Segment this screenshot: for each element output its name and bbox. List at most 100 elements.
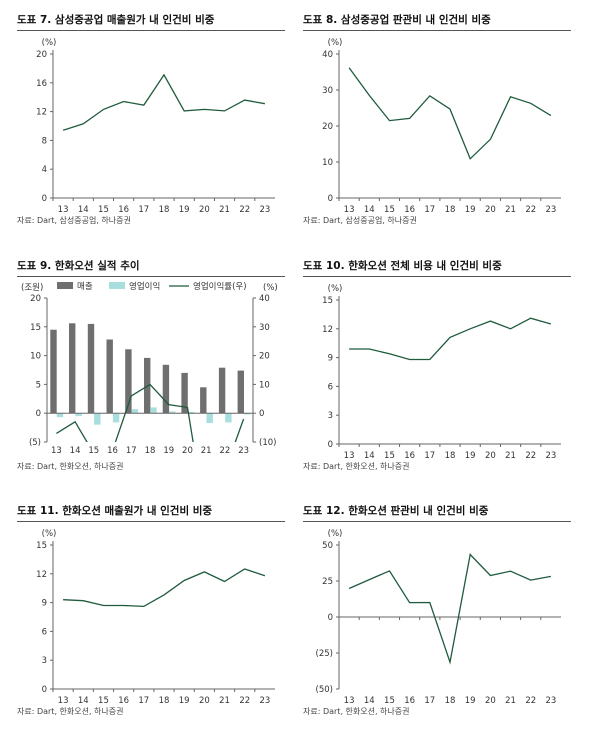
- title-rule: [17, 30, 285, 31]
- x-tick-label: 23: [238, 446, 249, 456]
- x-tick-label: 20: [485, 205, 496, 215]
- bar-sales: [237, 370, 244, 414]
- line-chart: (%) (50) (25) 0 25 50 13 14 15 16 17 18 19 20 21 22 23: [316, 529, 561, 706]
- x-tick-label: 23: [259, 696, 270, 706]
- x-tick-label: 22: [525, 451, 536, 461]
- chart-source: 자료: Dart, 한화오션, 하나증권: [17, 462, 124, 471]
- x-tick-label: 14: [364, 205, 375, 215]
- y-tick-label: 50: [322, 541, 333, 551]
- x-tick-label: 23: [545, 696, 556, 706]
- bar-operating-profit: [75, 413, 82, 417]
- chart-source: 자료: Dart, 삼성중공업, 하나증권: [303, 216, 417, 225]
- x-tick-label: 14: [364, 696, 375, 706]
- line-chart: (%) 0 3 6 9 12 15 13 14 15 16 17 18 19 20 21 22 23: [322, 284, 561, 461]
- x-tick-label: 21: [219, 696, 230, 706]
- x-tick-label: 17: [424, 205, 435, 215]
- x-tick-label: 14: [364, 451, 375, 461]
- legend-swatch-sales: [57, 282, 73, 289]
- x-tick-label: 23: [545, 205, 556, 215]
- legend-label: 매출: [77, 281, 93, 292]
- chart-panel-9: 도표 9. 한화오션 실적 추이 (조원) (%) (5) 0 5 10 15 20 (10) 0…: [17, 258, 285, 480]
- x-tick-label: 19: [179, 696, 190, 706]
- y-tick-label: 12: [36, 570, 47, 580]
- x-tick-label: 21: [505, 451, 516, 461]
- bar-operating-profit: [150, 407, 157, 414]
- bar-operating-profit: [56, 413, 64, 418]
- y-tick-label: 16: [36, 79, 47, 89]
- y-tick-label: 9: [42, 599, 47, 609]
- x-tick-label: 21: [505, 205, 516, 215]
- chart-panel-7: 도표 7. 삼성중공업 매출원가 내 인건비 비중 (%) 0 4 8 12 16 20 13…: [17, 12, 285, 234]
- chart-source: 자료: Dart, 한화오션, 하나증권: [303, 462, 410, 471]
- x-tick-label: 13: [58, 696, 69, 706]
- y-tick-label: 6: [328, 382, 333, 392]
- y-tick-label: 9: [328, 354, 333, 364]
- y-tick-label: 0: [328, 440, 333, 450]
- y-tick-label: 4: [42, 165, 47, 175]
- x-tick-label: 21: [201, 446, 212, 456]
- chart-source: 자료: Dart, 삼성중공업, 하나증권: [17, 216, 131, 225]
- y-tick-label: 15: [322, 296, 333, 306]
- x-tick-label: 14: [78, 205, 89, 215]
- x-tick-label: 19: [465, 205, 476, 215]
- x-tick-label: 13: [344, 696, 355, 706]
- x-tick-label: 13: [344, 205, 355, 215]
- x-tick-label: 15: [384, 696, 395, 706]
- bar-operating-profit: [187, 412, 195, 414]
- y-tick-label-right: 40: [259, 294, 270, 304]
- y-axis-unit: (%): [328, 38, 343, 48]
- x-tick-label: 17: [424, 696, 435, 706]
- y-axis-unit-left: (조원): [21, 283, 43, 293]
- x-tick-label: 19: [465, 696, 476, 706]
- y-tick-label: 3: [328, 411, 333, 421]
- y-tick-label: 30: [322, 86, 333, 96]
- x-tick-label: 15: [98, 696, 109, 706]
- x-tick-label: 20: [199, 696, 210, 706]
- chart-title: 도표 7. 삼성중공업 매출원가 내 인건비 비중: [17, 14, 215, 26]
- x-tick-label: 15: [384, 451, 395, 461]
- x-tick-label: 23: [259, 205, 270, 215]
- y-tick-label: 3: [42, 656, 47, 666]
- bar-sales: [125, 349, 132, 414]
- chart-title: 도표 11. 한화오션 매출원가 내 인건비 비중: [17, 505, 213, 517]
- chart-panel-8: 도표 8. 삼성중공업 판관비 내 인건비 비중 (%) 0 10 20 30 40 13 1…: [303, 12, 571, 234]
- x-tick-label: 13: [344, 451, 355, 461]
- y-tick-label-right: 20: [259, 352, 270, 362]
- x-tick-label: 22: [239, 696, 250, 706]
- series-line: [348, 67, 552, 160]
- y-tick-label-left: 0: [36, 409, 41, 419]
- legend-label: 영업이익률(우): [193, 281, 247, 292]
- bar-operating-profit: [244, 413, 251, 415]
- chart-source: 자료: Dart, 한화오션, 하나증권: [303, 707, 410, 716]
- title-rule: [17, 276, 285, 277]
- x-tick-label: 16: [118, 696, 129, 706]
- y-tick-label: 12: [36, 108, 47, 118]
- chart-title: 도표 12. 한화오션 판관비 내 인건비 비중: [303, 505, 489, 517]
- y-tick-label-left: (5): [29, 438, 41, 448]
- chart-panel-11: 도표 11. 한화오션 매출원가 내 인건비 비중 (%) 0 3 6 9 12 15 13 1…: [17, 503, 285, 725]
- y-tick-label: 10: [322, 158, 333, 168]
- x-tick-label: 16: [107, 446, 118, 456]
- series-line: [62, 73, 266, 131]
- x-tick-label: 15: [88, 446, 99, 456]
- bar-operating-profit: [225, 413, 232, 423]
- x-tick-label: 17: [424, 451, 435, 461]
- combo-chart: (조원) (%) (5) 0 5 10 15 20 (10) 0 10 20 30 40 매출 영업이익 영업이…: [21, 281, 278, 456]
- bar-operating-profit: [94, 413, 101, 425]
- x-tick-label: 22: [219, 446, 230, 456]
- y-tick-label: 20: [36, 50, 47, 60]
- x-tick-label: 18: [159, 205, 170, 215]
- legend-label: 영업이익: [129, 281, 160, 292]
- y-axis-unit: (%): [328, 284, 343, 294]
- y-tick-label: 8: [42, 136, 47, 146]
- title-rule: [303, 521, 571, 522]
- y-axis-unit: (%): [328, 529, 343, 539]
- x-tick-label: 15: [384, 205, 395, 215]
- bar-sales: [50, 329, 57, 414]
- y-tick-label: (50): [316, 685, 333, 695]
- y-tick-label: 0: [42, 194, 47, 204]
- title-rule: [17, 521, 285, 522]
- y-tick-label-left: 15: [30, 323, 41, 333]
- title-rule: [303, 30, 571, 31]
- x-tick-label: 20: [485, 696, 496, 706]
